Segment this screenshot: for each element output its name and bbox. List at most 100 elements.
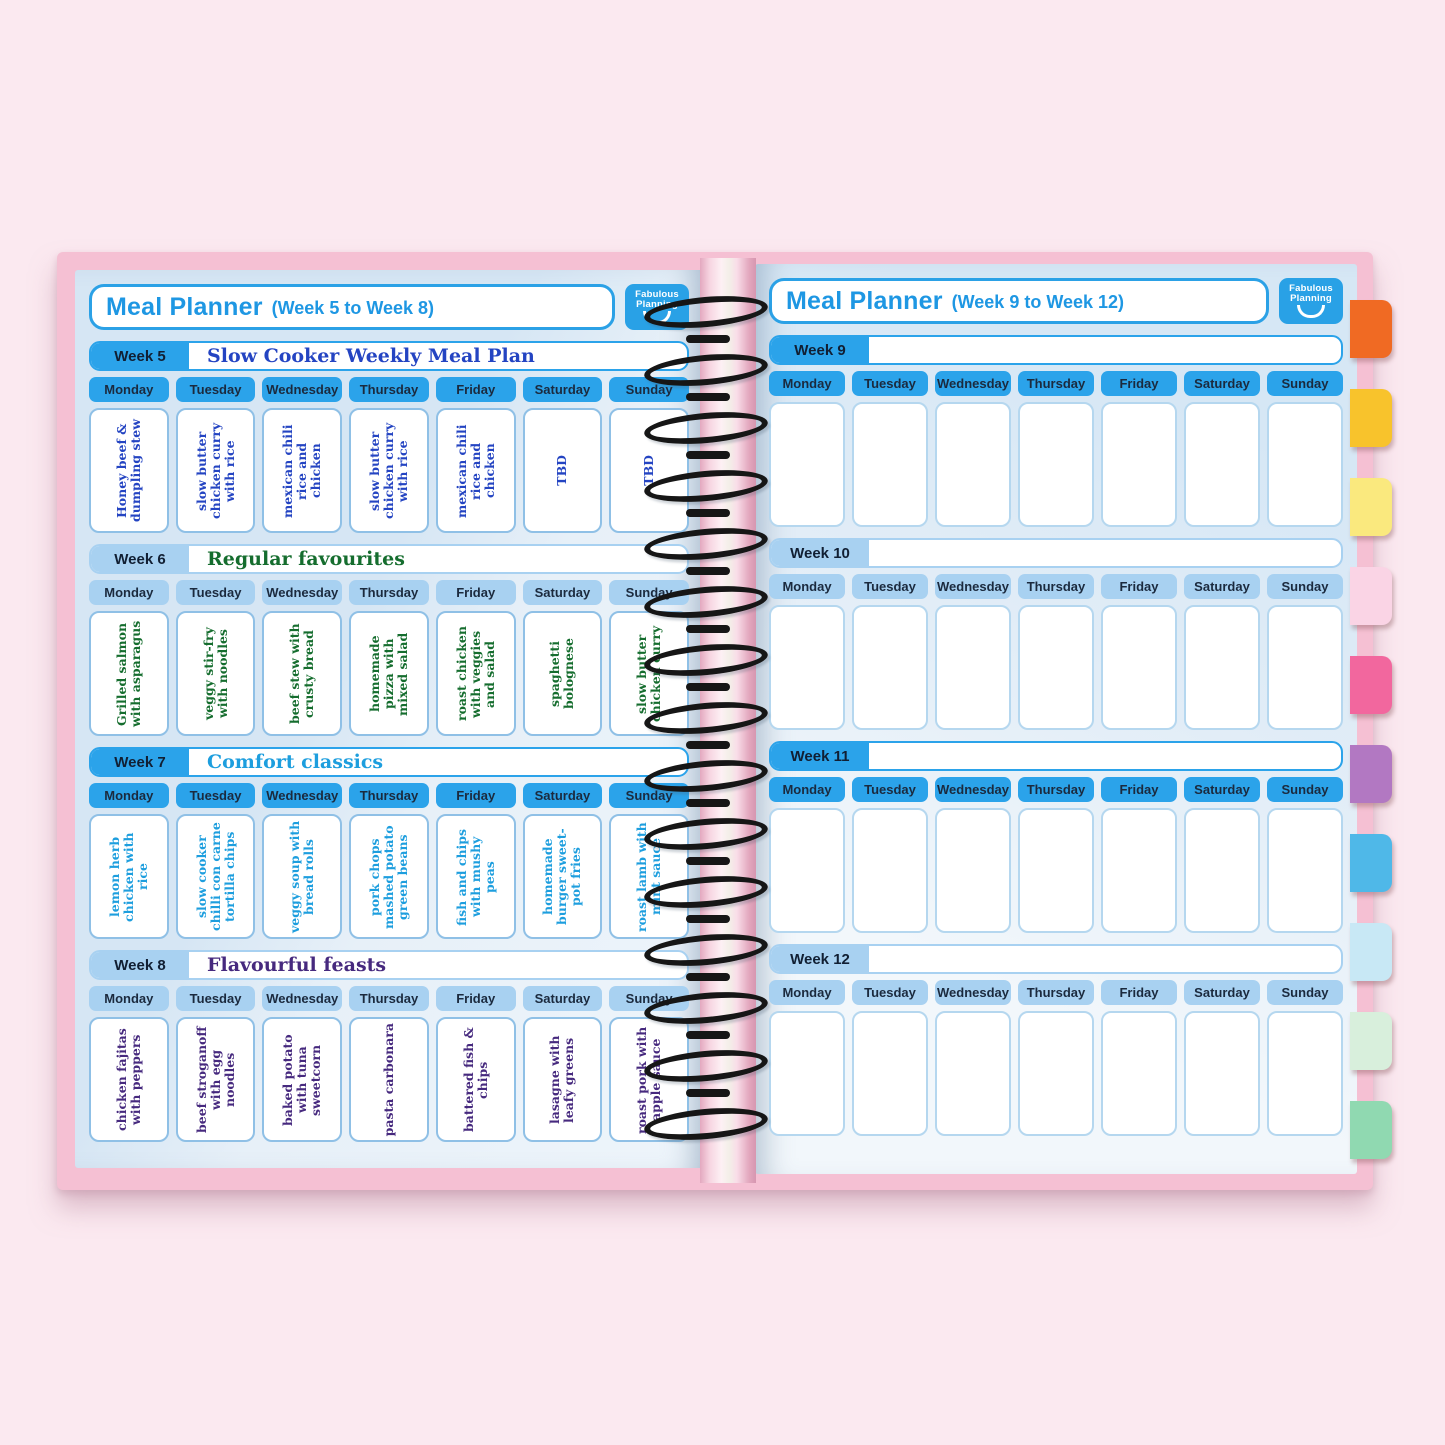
week-label: Week 5 xyxy=(91,343,189,369)
day-header-wednesday: Wednesday xyxy=(935,371,1011,396)
week-title-row: Week 7 Comfort classics xyxy=(89,747,689,777)
meal-cell: roast chicken with veggies and salad xyxy=(435,611,516,736)
meal-cell xyxy=(1018,605,1094,730)
day-header-wednesday: Wednesday xyxy=(262,580,343,605)
meal-cell: lasagne with leafy greens xyxy=(522,1017,603,1142)
week-title-row: Week 5 Slow Cooker Weekly Meal Plan xyxy=(89,341,689,371)
week-label: Week 10 xyxy=(771,540,869,566)
logo-line-2: Planning xyxy=(1290,293,1332,304)
day-header-thursday: Thursday xyxy=(1018,371,1094,396)
logo-text: Fabulous Planning xyxy=(1289,284,1333,304)
day-header-saturday: Saturday xyxy=(522,783,603,808)
logo-line-2: Planning xyxy=(636,299,678,310)
index-tab-2 xyxy=(1350,389,1392,447)
days-row: Monday Tuesday Wednesday Thursday Friday Satu… xyxy=(89,377,689,402)
meal-text: baked potato with tuna sweetcorn xyxy=(280,1033,324,1126)
meal-cell xyxy=(1184,808,1260,933)
meal-cell: chicken fajitas with peppers xyxy=(89,1017,169,1142)
meal-cell xyxy=(1184,605,1260,730)
meal-text: homemade burger sweet-pot fries xyxy=(540,828,584,925)
week-title-row: Week 12 xyxy=(769,944,1343,974)
meals-row: chicken fajitas with peppers beef strogan… xyxy=(89,1017,689,1142)
spiral-wire xyxy=(686,451,730,459)
days-row: Monday Tuesday Wednesday Thursday Friday Satu… xyxy=(769,980,1343,1005)
meal-cell: veggy stir-fry with noodles xyxy=(175,611,256,736)
meal-text: mexican chili rice and chicken xyxy=(453,423,497,518)
meal-cell: beef stew with crusty bread xyxy=(262,611,343,736)
week-title-row: Week 8 Flavourful feasts xyxy=(89,950,689,980)
day-header-saturday: Saturday xyxy=(522,986,603,1011)
meal-text: TBD xyxy=(554,455,570,486)
meal-cell: homemade pizza with mixed salad xyxy=(349,611,429,736)
meal-cell xyxy=(935,1011,1011,1136)
day-header-monday: Monday xyxy=(769,371,845,396)
day-header-thursday: Thursday xyxy=(1018,777,1094,802)
week-label: Week 9 xyxy=(771,337,869,363)
meal-cell: battered fish & chips xyxy=(435,1017,516,1142)
index-tab-1 xyxy=(1350,300,1392,358)
spiral-wire xyxy=(686,741,730,749)
day-header-friday: Friday xyxy=(1101,980,1177,1005)
week-section-week-9: Week 9 Monday Tuesday Wednesday Thursday Fri… xyxy=(769,335,1343,527)
day-header-monday: Monday xyxy=(89,580,169,605)
day-header-monday: Monday xyxy=(769,777,845,802)
week-label: Week 6 xyxy=(91,546,189,572)
meal-cell: pasta carbonara xyxy=(349,1017,429,1142)
meal-cell: roast pork with apple sauce xyxy=(609,1017,689,1142)
week-title-row: Week 9 xyxy=(769,335,1343,365)
day-header-tuesday: Tuesday xyxy=(175,986,256,1011)
meal-cell xyxy=(769,605,845,730)
meal-cell xyxy=(1267,1011,1343,1136)
week-section-week-12: Week 12 Monday Tuesday Wednesday Thursday Fr… xyxy=(769,944,1343,1136)
meal-cell xyxy=(1101,1011,1177,1136)
meal-cell: mexican chili rice and chicken xyxy=(435,408,516,533)
logo-text: Fabulous Planning xyxy=(635,290,679,310)
meal-cell xyxy=(1101,808,1177,933)
meal-cell xyxy=(1018,402,1094,527)
week-theme: Comfort classics xyxy=(207,751,384,773)
day-header-friday: Friday xyxy=(435,986,516,1011)
right-page-header: Meal Planner (Week 9 to Week 12) Fabulou… xyxy=(769,278,1343,324)
days-row: Monday Tuesday Wednesday Thursday Friday Satu… xyxy=(89,580,689,605)
index-tab-4 xyxy=(1350,567,1392,625)
day-header-saturday: Saturday xyxy=(1184,980,1260,1005)
day-header-wednesday: Wednesday xyxy=(935,777,1011,802)
day-header-saturday: Saturday xyxy=(1184,777,1260,802)
index-tab-9 xyxy=(1350,1012,1392,1070)
meals-row xyxy=(769,402,1343,527)
meal-cell xyxy=(852,402,928,527)
meal-cell: mexican chili rice and chicken xyxy=(262,408,343,533)
week-theme: Flavourful feasts xyxy=(207,954,387,976)
meal-cell: spaghetti bolognese xyxy=(522,611,603,736)
meal-text: slow cooker chilli con carne tortilla ch… xyxy=(193,822,237,931)
week-label: Week 7 xyxy=(91,749,189,775)
day-header-wednesday: Wednesday xyxy=(935,574,1011,599)
meals-row xyxy=(769,1011,1343,1136)
smile-icon xyxy=(1297,304,1325,318)
meal-cell: slow cooker chilli con carne tortilla ch… xyxy=(175,814,256,939)
meal-cell: pork chops mashed potato green beans xyxy=(349,814,429,939)
meal-cell xyxy=(769,808,845,933)
fabulous-planning-logo: Fabulous Planning xyxy=(625,284,689,330)
day-header-monday: Monday xyxy=(89,377,169,402)
day-header-sunday: Sunday xyxy=(609,377,689,402)
page-week-range: (Week 9 to Week 12) xyxy=(951,291,1125,312)
day-header-monday: Monday xyxy=(769,980,845,1005)
meal-cell: TBD xyxy=(609,408,689,533)
week-section-week-10: Week 10 Monday Tuesday Wednesday Thursday Fr… xyxy=(769,538,1343,730)
spiral-wire xyxy=(686,683,730,691)
day-header-tuesday: Tuesday xyxy=(852,371,928,396)
right-title-box: Meal Planner (Week 9 to Week 12) xyxy=(769,278,1269,324)
meal-cell xyxy=(1267,402,1343,527)
meal-text: pork chops mashed potato green beans xyxy=(366,824,410,929)
day-header-sunday: Sunday xyxy=(1267,980,1343,1005)
day-header-monday: Monday xyxy=(89,986,169,1011)
spiral-wire xyxy=(686,857,730,865)
index-tab-6 xyxy=(1350,745,1392,803)
day-header-saturday: Saturday xyxy=(522,580,603,605)
meal-text: Grilled salmon with asparagus xyxy=(113,620,143,727)
meal-cell xyxy=(769,1011,845,1136)
spiral-wire xyxy=(686,799,730,807)
spiral-wire xyxy=(686,335,730,343)
page-week-range: (Week 5 to Week 8) xyxy=(271,297,435,318)
